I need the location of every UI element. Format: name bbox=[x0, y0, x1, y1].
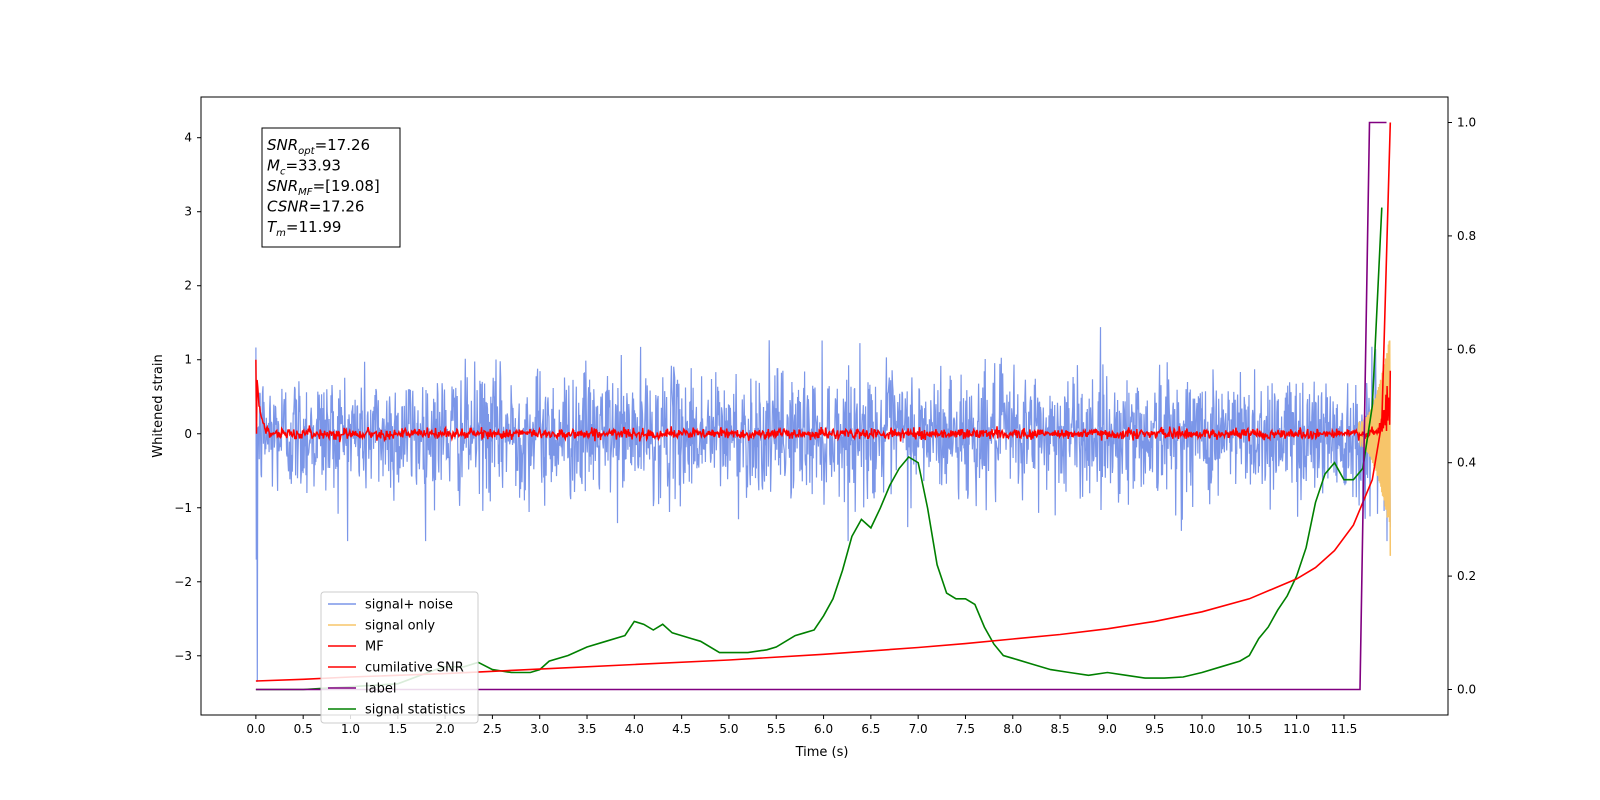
series-cumilative-snr bbox=[255, 122, 1392, 682]
legend-frame bbox=[320, 591, 479, 724]
y-right-tick-label: 0.2 bbox=[1457, 569, 1476, 583]
x-tick-label: 2.5 bbox=[483, 722, 502, 736]
y-axis-right-ticks: 0.0 0.2 0.4 0.6 0.8 1.0 bbox=[1448, 116, 1476, 696]
x-tick-label: 3.5 bbox=[577, 722, 596, 736]
y-axis-left-label: Whitened strain bbox=[151, 354, 166, 457]
annotation-line: SNRopt=17.26 bbox=[267, 136, 370, 157]
x-tick-label: 1.0 bbox=[341, 722, 360, 736]
y-left-tick-label: 4 bbox=[184, 131, 192, 145]
x-tick-label: 7.0 bbox=[909, 722, 928, 736]
x-tick-label: 9.5 bbox=[1145, 722, 1164, 736]
legend-label: cumilative SNR bbox=[365, 661, 464, 676]
annotation-line: SNRMF=[19.08] bbox=[267, 177, 380, 198]
legend: signal+ noise signal only MF cumilative SNR… bbox=[320, 591, 479, 724]
x-tick-label: 11.5 bbox=[1331, 722, 1358, 736]
x-tick-label: 2.0 bbox=[436, 722, 455, 736]
series-mf bbox=[255, 359, 1392, 443]
y-right-tick-label: 1.0 bbox=[1457, 116, 1476, 130]
legend-label: signal+ noise bbox=[365, 598, 453, 613]
series-label bbox=[255, 121, 1387, 691]
legend-label: signal only bbox=[365, 619, 435, 634]
x-tick-label: 10.5 bbox=[1236, 722, 1263, 736]
x-tick-label: 9.0 bbox=[1098, 722, 1117, 736]
x-tick-label: 3.0 bbox=[530, 722, 549, 736]
x-tick-label: 0.5 bbox=[294, 722, 313, 736]
x-tick-label: 0.0 bbox=[246, 722, 265, 736]
annotation-line: Mc=33.93 bbox=[267, 157, 341, 178]
annotation-line: Tm=11.99 bbox=[267, 218, 341, 239]
series-signal-statistics bbox=[255, 207, 1383, 691]
y-left-tick-label: 3 bbox=[184, 205, 192, 219]
x-tick-label: 8.5 bbox=[1051, 722, 1070, 736]
annotation-frame bbox=[261, 127, 401, 248]
y-left-tick-label: −1 bbox=[174, 501, 192, 515]
x-tick-label: 4.5 bbox=[672, 722, 691, 736]
y-right-tick-label: 0.6 bbox=[1457, 342, 1476, 356]
annotation-box: SNRopt=17.26Mc=33.93SNRMF=[19.08]CSNR=17… bbox=[261, 127, 401, 248]
legend-label: MF bbox=[365, 640, 384, 655]
x-tick-label: 6.0 bbox=[814, 722, 833, 736]
x-axis-label: Time (s) bbox=[795, 745, 849, 760]
y-left-tick-label: 1 bbox=[184, 353, 192, 367]
x-tick-label: 4.0 bbox=[625, 722, 644, 736]
legend-label: signal statistics bbox=[365, 703, 466, 718]
x-tick-label: 8.0 bbox=[1003, 722, 1022, 736]
series-layer bbox=[255, 121, 1392, 691]
plot-frame bbox=[200, 96, 1449, 716]
y-axis-left-ticks: −3 −2 −1 0 1 2 3 4 bbox=[174, 131, 201, 663]
y-right-tick-label: 0.4 bbox=[1457, 456, 1476, 470]
y-right-tick-label: 0.8 bbox=[1457, 229, 1476, 243]
y-right-tick-label: 0.0 bbox=[1457, 682, 1476, 696]
x-tick-label: 7.5 bbox=[956, 722, 975, 736]
x-tick-label: 5.5 bbox=[767, 722, 786, 736]
y-left-tick-label: 0 bbox=[184, 427, 192, 441]
y-left-tick-label: −3 bbox=[174, 649, 192, 663]
x-tick-label: 11.0 bbox=[1283, 722, 1310, 736]
x-axis-ticks: 0.0 0.5 1.0 1.5 2.0 2.5 3.0 3.5 4.0 4.5 5.0 5.5 6.0 6… bbox=[246, 715, 1357, 736]
x-tick-label: 1.5 bbox=[388, 722, 407, 736]
legend-label: label bbox=[365, 682, 396, 697]
x-tick-label: 5.0 bbox=[719, 722, 738, 736]
y-left-tick-label: −2 bbox=[174, 575, 192, 589]
x-tick-label: 10.0 bbox=[1189, 722, 1216, 736]
y-left-tick-label: 2 bbox=[184, 279, 192, 293]
x-tick-label: 6.5 bbox=[861, 722, 880, 736]
annotation-line: CSNR=17.26 bbox=[267, 198, 364, 216]
